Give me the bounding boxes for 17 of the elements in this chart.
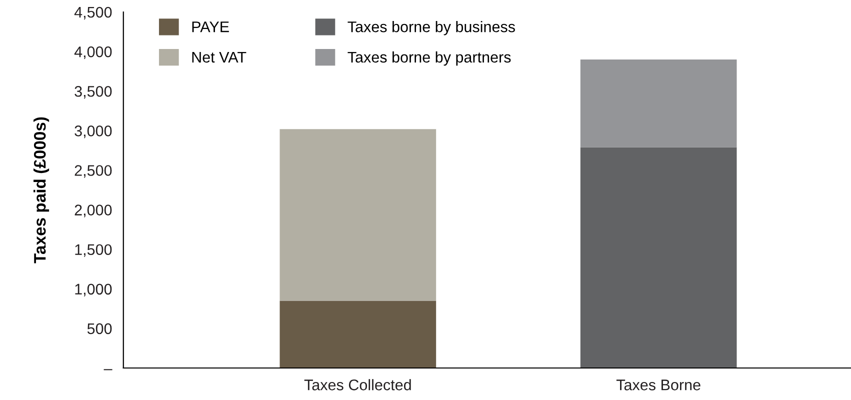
y-tick-label: – <box>104 369 112 370</box>
y-tick-label: 500 <box>87 323 112 334</box>
y-tick-label: 3,000 <box>74 126 112 138</box>
y-tick-label: 1,500 <box>75 244 112 257</box>
y-tick-label: 4,500 <box>74 6 112 20</box>
y-axis-title: Taxes paid (£000s) <box>34 117 50 264</box>
y-tick-label: 4,000 <box>74 46 112 60</box>
x-tick-label: Taxes Collected <box>304 379 411 390</box>
y-tick-label: 3,500 <box>74 86 112 99</box>
x-tick-label: Taxes Borne <box>616 380 700 390</box>
y-tick-label: 2,000 <box>74 204 112 218</box>
y-tick-label: 2,500 <box>74 165 112 178</box>
legend-label: Taxes borne by business <box>348 21 515 36</box>
legend-label: Net VAT <box>192 52 246 63</box>
y-tick-label: 1,000 <box>75 284 112 296</box>
legend-label: Taxes borne by partners <box>348 51 511 66</box>
legend-label: PAYE <box>192 22 229 32</box>
